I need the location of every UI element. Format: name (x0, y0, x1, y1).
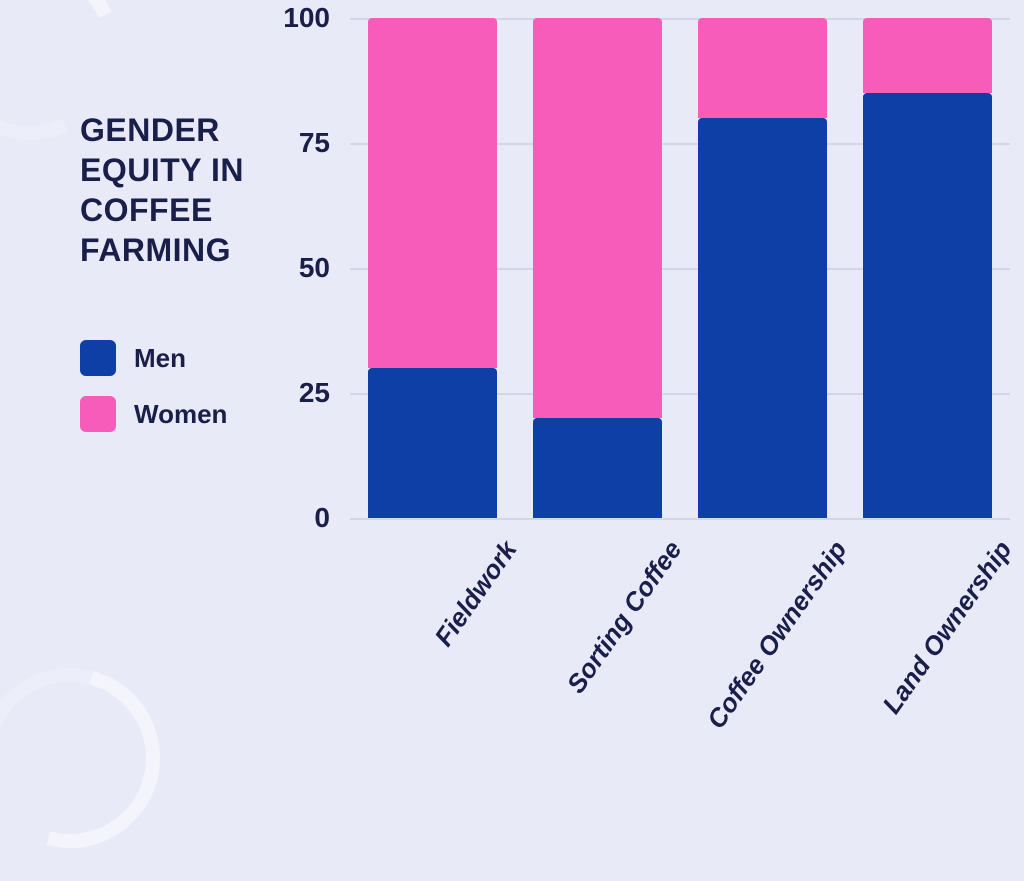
bar-segment-women (368, 18, 497, 368)
bar-group (863, 18, 992, 518)
legend-label-men: Men (134, 343, 186, 374)
bar-group (533, 18, 662, 518)
legend: Men Women (80, 340, 227, 452)
decorative-circle-bottom (0, 635, 193, 881)
x-category-label: Sorting Coffee (519, 535, 688, 758)
plot-area: 0255075100 (350, 18, 1010, 518)
y-tick-label: 100 (270, 2, 330, 34)
legend-item-women: Women (80, 396, 227, 432)
x-category-label: Land Ownership (849, 535, 1018, 758)
bar-group (368, 18, 497, 518)
bar-segment-women (863, 18, 992, 93)
bar-segment-women (698, 18, 827, 118)
legend-label-women: Women (134, 399, 227, 430)
x-category-label: Fieldwork (354, 535, 523, 758)
bar-segment-men (533, 418, 662, 518)
legend-swatch-women (80, 396, 116, 432)
bar-segment-men (863, 93, 992, 518)
x-category-label: Coffee Ownership (684, 535, 853, 758)
bar-segment-men (368, 368, 497, 518)
bar-segment-women (533, 18, 662, 418)
gridline (350, 518, 1010, 520)
y-tick-label: 75 (270, 127, 330, 159)
legend-swatch-men (80, 340, 116, 376)
legend-item-men: Men (80, 340, 227, 376)
chart-area: 0255075100 FieldworkSorting CoffeeCoffee… (350, 10, 1010, 570)
bar-group (698, 18, 827, 518)
title-block: GENDER EQUITY IN COFFEE FARMING (80, 110, 300, 270)
chart-title: GENDER EQUITY IN COFFEE FARMING (80, 110, 300, 270)
y-tick-label: 0 (270, 502, 330, 534)
bar-segment-men (698, 118, 827, 518)
y-tick-label: 50 (270, 252, 330, 284)
y-tick-label: 25 (270, 377, 330, 409)
